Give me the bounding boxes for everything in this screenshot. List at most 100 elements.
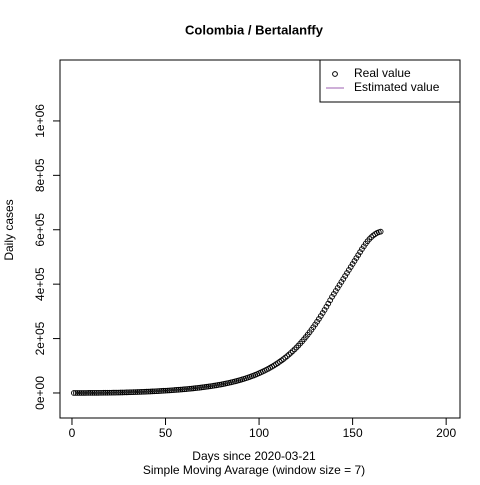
point <box>138 389 145 395</box>
point <box>338 279 345 285</box>
point <box>162 387 169 394</box>
point <box>194 385 201 391</box>
legend-label: Estimated value <box>354 80 440 94</box>
point <box>110 389 116 396</box>
point <box>70 390 77 396</box>
point <box>166 387 173 394</box>
point <box>331 291 337 297</box>
point <box>190 385 197 392</box>
point <box>128 389 135 396</box>
x-axis-label: Days since 2020-03-21 <box>192 449 316 463</box>
point <box>188 385 195 392</box>
point <box>153 388 160 395</box>
point <box>76 390 83 396</box>
point <box>332 288 339 294</box>
y-tick-label: 2e+05 <box>33 321 47 355</box>
point <box>185 386 191 392</box>
point <box>157 388 163 394</box>
point <box>140 388 146 395</box>
point <box>200 384 206 391</box>
point <box>186 385 193 392</box>
point <box>143 388 150 395</box>
legend-box <box>319 59 461 103</box>
point <box>134 389 141 395</box>
point <box>130 389 137 395</box>
x-tick-label: 100 <box>249 426 269 440</box>
point <box>173 387 180 393</box>
point <box>357 249 363 255</box>
point <box>316 316 322 322</box>
chart-title: Colombia / Bertalanffy <box>185 22 324 37</box>
point <box>336 282 343 288</box>
point <box>366 236 373 242</box>
point <box>288 349 294 356</box>
y-tick-label: 4e+05 <box>33 267 47 301</box>
point <box>155 388 161 394</box>
point <box>100 389 107 396</box>
y-tick-label: 6e+05 <box>33 213 47 247</box>
point <box>97 389 103 396</box>
point <box>355 252 362 258</box>
point <box>121 389 128 396</box>
y-tick-label: 8e+05 <box>33 158 47 192</box>
point <box>170 387 176 394</box>
point <box>123 389 130 396</box>
y-axis-label: Daily cases <box>2 199 16 260</box>
point <box>85 390 92 396</box>
x-tick-label: 50 <box>159 426 173 440</box>
point <box>344 270 350 276</box>
point <box>351 258 358 264</box>
point <box>177 386 184 393</box>
point <box>125 389 131 396</box>
point <box>87 390 94 396</box>
point <box>104 389 111 396</box>
point <box>319 310 326 316</box>
point <box>196 384 203 391</box>
point <box>151 388 158 395</box>
point <box>127 389 133 396</box>
point <box>119 389 126 396</box>
point <box>340 276 347 282</box>
point <box>172 387 178 393</box>
point <box>108 389 115 396</box>
point <box>179 386 186 393</box>
point <box>329 293 335 300</box>
point <box>132 389 139 395</box>
point <box>82 390 88 396</box>
point <box>164 387 171 394</box>
point <box>145 388 152 395</box>
x-tick-label: 200 <box>436 426 456 440</box>
point <box>175 386 182 393</box>
point <box>84 390 90 396</box>
point <box>115 389 122 396</box>
point <box>114 389 120 396</box>
point <box>78 390 85 396</box>
point <box>334 285 341 291</box>
point <box>142 388 148 395</box>
point <box>347 264 354 270</box>
x-tick-label: 150 <box>343 426 363 440</box>
legend-marker <box>332 71 338 77</box>
point <box>147 388 154 395</box>
point <box>377 228 384 235</box>
point <box>160 387 167 394</box>
point <box>349 261 356 267</box>
subtitle: Simple Moving Avarage (window size = 7) <box>143 463 365 477</box>
point <box>317 313 324 319</box>
point <box>314 318 320 325</box>
point <box>342 273 348 279</box>
point <box>198 384 204 391</box>
point <box>289 348 296 354</box>
point <box>91 390 98 396</box>
point <box>93 390 100 396</box>
point <box>74 390 81 396</box>
point <box>183 386 189 392</box>
point <box>136 389 143 395</box>
x-tick-label: 0 <box>69 426 76 440</box>
point <box>99 389 105 396</box>
point <box>291 346 298 353</box>
point <box>346 267 352 273</box>
point <box>168 387 174 394</box>
point <box>72 390 79 396</box>
